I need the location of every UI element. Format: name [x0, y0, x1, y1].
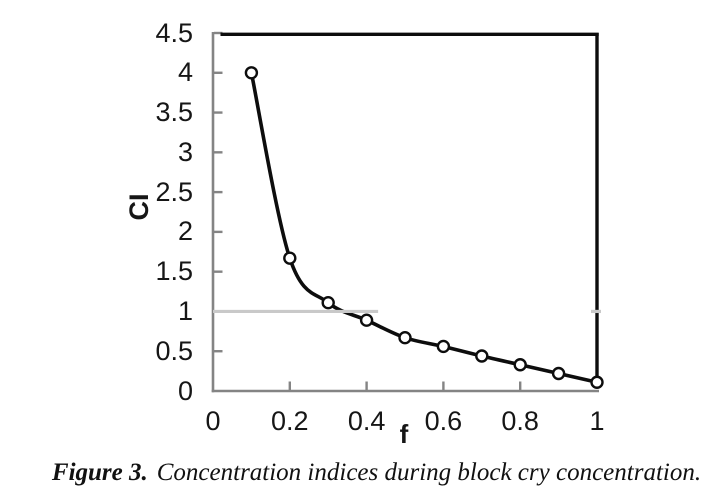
y-tick-label: 4	[177, 57, 193, 88]
figure-caption-number: Figure 3.	[51, 459, 148, 486]
ci-series-line	[249, 70, 599, 385]
data-point-marker	[513, 358, 527, 372]
data-point-marker	[359, 313, 374, 327]
figure-caption-text: Concentration indices during block cry c…	[156, 459, 702, 486]
data-point-marker	[590, 375, 604, 389]
x-tick-label: 0	[205, 406, 221, 436]
data-point-marker	[436, 339, 451, 354]
figure-caption: Figure 3. Concentration indices during bl…	[0, 457, 727, 489]
data-point-marker	[551, 366, 566, 381]
x-tick-label: 0.2	[271, 406, 309, 436]
data-point-marker	[398, 330, 412, 345]
x-tick-label: 0.6	[424, 406, 463, 436]
y-tick-label: 0.5	[155, 335, 193, 366]
data-point-marker	[321, 295, 335, 310]
x-tick-label: 1	[589, 406, 605, 436]
data-point-marker	[283, 251, 297, 265]
x-axis-title: f	[399, 419, 409, 449]
x-tick-label: 0.8	[501, 406, 539, 436]
y-tick-label: 2.5	[155, 176, 193, 207]
y-tick-label: 3	[177, 136, 193, 167]
y-tick-label: 1.5	[155, 256, 193, 287]
data-point-marker	[244, 66, 259, 80]
y-axis-title: CI	[124, 193, 154, 221]
y-tick-label: 2	[177, 216, 193, 247]
y-tick-label: 3.5	[155, 97, 193, 128]
y-tick-label: 1	[177, 295, 193, 326]
y-tick-label: 4.5	[155, 17, 193, 48]
y-tick-label: 0	[177, 375, 193, 406]
data-point-marker	[475, 349, 489, 363]
x-tick-label: 0.4	[347, 406, 386, 436]
